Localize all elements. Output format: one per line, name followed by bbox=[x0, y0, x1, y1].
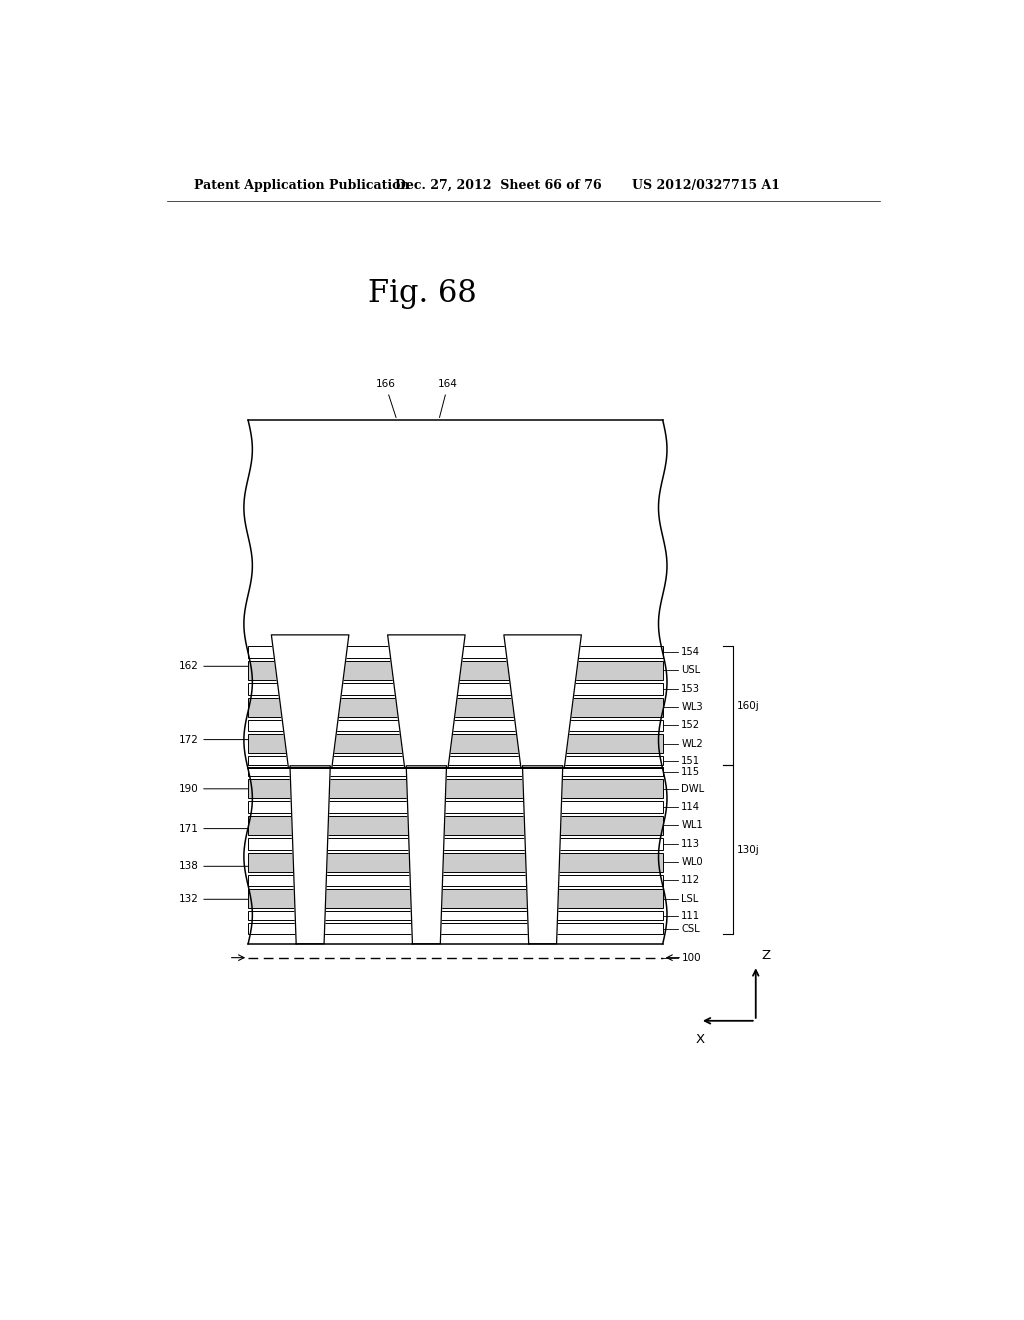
Bar bbox=[248, 661, 663, 680]
Text: Z: Z bbox=[761, 949, 770, 962]
Bar bbox=[248, 719, 663, 731]
Bar bbox=[248, 801, 663, 813]
Bar bbox=[248, 816, 663, 834]
Bar bbox=[248, 734, 663, 754]
Text: 160j: 160j bbox=[737, 701, 760, 710]
Text: 190: 190 bbox=[178, 784, 249, 793]
Text: 171: 171 bbox=[178, 824, 249, 834]
Text: 113: 113 bbox=[681, 838, 700, 849]
Text: WL1: WL1 bbox=[681, 821, 703, 830]
Text: LSL: LSL bbox=[681, 894, 698, 904]
Text: 130j: 130j bbox=[737, 845, 760, 854]
Bar bbox=[248, 756, 663, 764]
Text: USL: USL bbox=[681, 665, 700, 676]
Bar bbox=[248, 816, 663, 834]
Bar bbox=[248, 647, 663, 657]
Text: 138: 138 bbox=[178, 862, 249, 871]
Text: 115: 115 bbox=[681, 767, 700, 777]
Polygon shape bbox=[522, 766, 563, 944]
Bar bbox=[248, 890, 663, 908]
Text: US 2012/0327715 A1: US 2012/0327715 A1 bbox=[632, 178, 779, 191]
Bar bbox=[248, 853, 663, 871]
Bar bbox=[248, 911, 663, 920]
Bar bbox=[248, 661, 663, 680]
Text: Dec. 27, 2012  Sheet 66 of 76: Dec. 27, 2012 Sheet 66 of 76 bbox=[395, 178, 602, 191]
Text: WL3: WL3 bbox=[681, 702, 702, 711]
Text: 114: 114 bbox=[681, 803, 700, 812]
Bar bbox=[248, 890, 663, 908]
Text: 112: 112 bbox=[681, 875, 700, 886]
Text: Fig. 68: Fig. 68 bbox=[368, 277, 477, 309]
Text: 153: 153 bbox=[681, 684, 700, 694]
Text: WL2: WL2 bbox=[681, 739, 703, 748]
Text: 164: 164 bbox=[438, 379, 458, 417]
Polygon shape bbox=[407, 766, 446, 944]
Bar bbox=[248, 779, 663, 799]
Bar bbox=[248, 734, 663, 754]
Text: 172: 172 bbox=[178, 735, 249, 744]
Text: 154: 154 bbox=[681, 647, 700, 656]
Bar bbox=[248, 923, 663, 935]
Text: 111: 111 bbox=[681, 911, 700, 920]
Bar bbox=[248, 838, 663, 850]
Bar bbox=[248, 779, 663, 799]
Bar bbox=[248, 875, 663, 886]
Bar bbox=[248, 768, 663, 776]
Text: WL0: WL0 bbox=[681, 857, 702, 867]
Text: 162: 162 bbox=[178, 661, 249, 672]
Polygon shape bbox=[271, 635, 349, 768]
Text: 100: 100 bbox=[681, 953, 701, 962]
Text: Patent Application Publication: Patent Application Publication bbox=[194, 178, 410, 191]
Text: 132: 132 bbox=[178, 894, 249, 904]
Text: 151: 151 bbox=[681, 755, 700, 766]
Polygon shape bbox=[290, 766, 331, 944]
Text: DWL: DWL bbox=[681, 784, 705, 793]
Text: 166: 166 bbox=[376, 379, 396, 417]
Bar bbox=[248, 698, 663, 717]
Text: CSL: CSL bbox=[681, 924, 700, 933]
Text: X: X bbox=[695, 1034, 705, 1047]
Polygon shape bbox=[388, 635, 465, 768]
Bar bbox=[248, 698, 663, 717]
Polygon shape bbox=[504, 635, 582, 768]
Bar bbox=[248, 853, 663, 871]
Text: 152: 152 bbox=[681, 721, 700, 730]
Bar bbox=[248, 682, 663, 694]
